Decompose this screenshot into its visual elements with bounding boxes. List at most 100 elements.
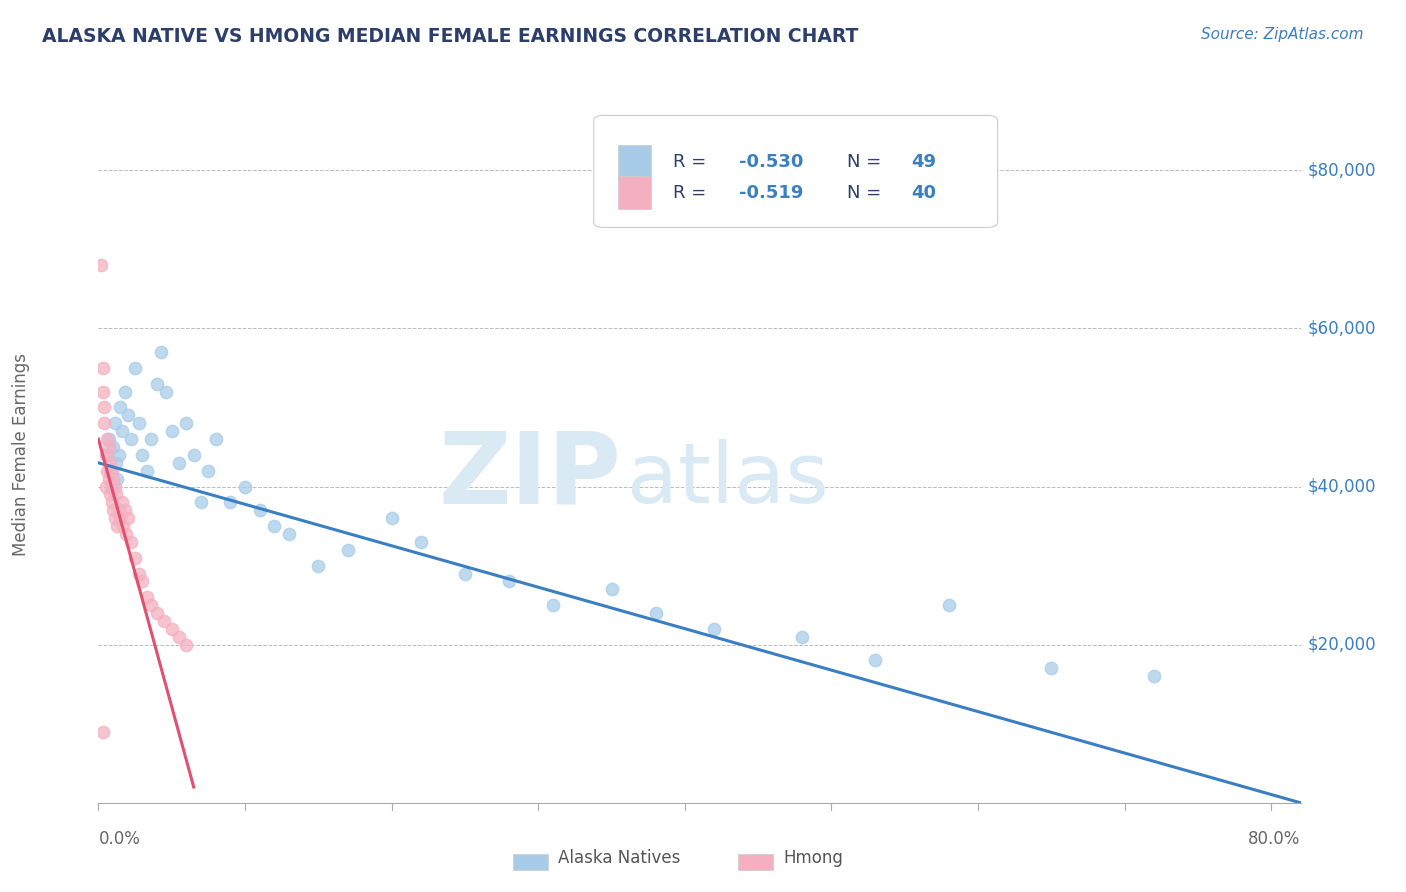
- Text: R =: R =: [673, 184, 711, 202]
- Point: [90, 258, 112, 272]
- Text: -0.530: -0.530: [740, 153, 804, 171]
- Text: Median Female Earnings: Median Female Earnings: [13, 353, 30, 557]
- Point: [101, 503, 124, 517]
- Point: [167, 630, 190, 644]
- Text: Alaska Natives: Alaska Natives: [558, 849, 681, 867]
- Point: [409, 535, 432, 549]
- Point: [96, 448, 118, 462]
- Point: [131, 574, 153, 589]
- Point: [100, 479, 122, 493]
- Point: [278, 527, 301, 541]
- Point: [381, 511, 404, 525]
- Point: [111, 424, 134, 438]
- Point: [865, 653, 887, 667]
- Point: [1040, 661, 1063, 675]
- Point: [128, 417, 150, 431]
- Text: 40: 40: [911, 184, 936, 202]
- Point: [146, 606, 169, 620]
- Text: -0.519: -0.519: [740, 184, 804, 202]
- Point: [146, 376, 169, 391]
- Point: [97, 432, 120, 446]
- Point: [263, 519, 285, 533]
- Point: [160, 622, 183, 636]
- FancyBboxPatch shape: [617, 145, 651, 178]
- Point: [141, 432, 163, 446]
- Point: [141, 598, 163, 612]
- Point: [120, 432, 142, 446]
- Point: [101, 472, 124, 486]
- Point: [110, 401, 132, 415]
- Point: [1143, 669, 1166, 683]
- Point: [336, 542, 359, 557]
- Point: [644, 606, 666, 620]
- Point: [155, 384, 177, 399]
- Point: [454, 566, 477, 581]
- Text: ZIP: ZIP: [439, 427, 621, 524]
- Text: ALASKA NATIVE VS HMONG MEDIAN FEMALE EARNINGS CORRELATION CHART: ALASKA NATIVE VS HMONG MEDIAN FEMALE EAR…: [42, 27, 859, 45]
- Point: [91, 384, 114, 399]
- Point: [98, 456, 121, 470]
- Point: [938, 598, 960, 612]
- Point: [107, 472, 129, 486]
- Text: $20,000: $20,000: [1308, 636, 1376, 654]
- Point: [91, 724, 114, 739]
- Text: N =: N =: [848, 153, 887, 171]
- Point: [114, 384, 136, 399]
- Point: [135, 591, 157, 605]
- Text: $60,000: $60,000: [1308, 319, 1376, 337]
- Point: [153, 614, 176, 628]
- Point: [150, 345, 173, 359]
- Point: [131, 448, 153, 462]
- Point: [103, 511, 125, 525]
- Point: [97, 440, 120, 454]
- Point: [98, 464, 121, 478]
- Point: [249, 503, 271, 517]
- Point: [103, 479, 125, 493]
- Point: [110, 511, 132, 525]
- FancyBboxPatch shape: [593, 115, 998, 227]
- Point: [117, 511, 139, 525]
- Text: 49: 49: [911, 153, 936, 171]
- FancyBboxPatch shape: [617, 176, 651, 210]
- Point: [117, 409, 139, 423]
- Point: [120, 535, 142, 549]
- Point: [219, 495, 242, 509]
- Point: [91, 361, 114, 376]
- Point: [703, 622, 725, 636]
- Point: [128, 566, 150, 581]
- Point: [498, 574, 520, 589]
- Point: [105, 456, 128, 470]
- Point: [135, 464, 157, 478]
- Point: [160, 424, 183, 438]
- Text: Hmong: Hmong: [783, 849, 844, 867]
- Text: 80.0%: 80.0%: [1249, 830, 1301, 847]
- Point: [97, 472, 120, 486]
- Point: [124, 550, 146, 565]
- Text: 0.0%: 0.0%: [98, 830, 141, 847]
- Point: [96, 432, 118, 446]
- Point: [541, 598, 564, 612]
- Point: [105, 487, 128, 501]
- Point: [111, 495, 134, 509]
- Point: [167, 456, 190, 470]
- Point: [98, 487, 121, 501]
- Point: [204, 432, 226, 446]
- Point: [94, 448, 117, 462]
- Point: [107, 519, 129, 533]
- Text: atlas: atlas: [627, 439, 830, 520]
- Point: [108, 448, 131, 462]
- Point: [100, 464, 122, 478]
- Point: [183, 448, 205, 462]
- Point: [108, 503, 131, 517]
- Text: $80,000: $80,000: [1308, 161, 1376, 179]
- Point: [114, 503, 136, 517]
- Point: [190, 495, 212, 509]
- Point: [93, 417, 115, 431]
- Point: [112, 519, 135, 533]
- Point: [94, 479, 117, 493]
- Point: [233, 479, 256, 493]
- Point: [124, 361, 146, 376]
- Point: [103, 417, 125, 431]
- Text: R =: R =: [673, 153, 711, 171]
- Text: N =: N =: [848, 184, 887, 202]
